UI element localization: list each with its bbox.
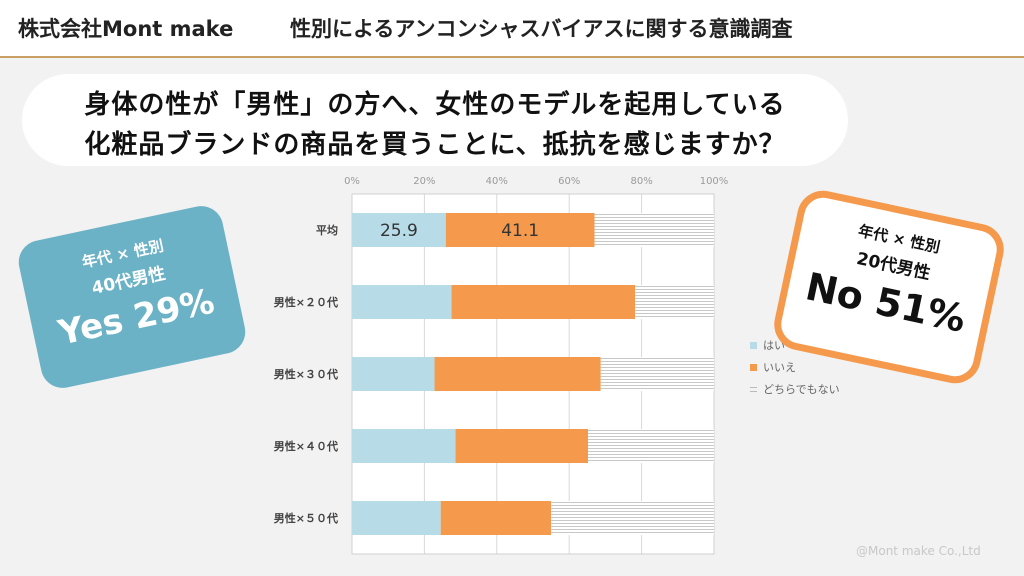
legend-item-yes: はい — [750, 334, 870, 356]
stacked-bar-chart: 0% 20% 40% 60% 80% 100% 平均 25.9 41.1 男性×２０代男性×３０代… — [274, 176, 729, 555]
header-bar: 株式会社Mont make 性別によるアンコンシャスバイアスに関する意識調査 — [0, 0, 1024, 58]
x-tick-label: 60% — [558, 176, 580, 187]
category-label: 男性×５０代 — [274, 511, 338, 525]
bar-no — [445, 213, 595, 247]
x-tick-label: 80% — [630, 176, 652, 187]
bar-no — [451, 285, 636, 319]
x-tick-label: 0% — [344, 176, 360, 187]
survey-title: 性別によるアンコンシャスバイアスに関する意識調査 — [290, 17, 793, 41]
chart-panel: 0% 20% 40% 60% 80% 100% 平均 25.9 41.1 男性×２０代 男性×３０代… — [238, 168, 838, 562]
legend-label-yes: はい — [763, 339, 785, 352]
data-label: 41.1 — [501, 221, 539, 241]
legend-item-no: いいえ — [750, 356, 870, 378]
legend-label-no: いいえ — [763, 361, 796, 374]
callout-yes: 年代 × 性別 40代男性 Yes 29% — [14, 202, 250, 392]
bar-yes — [352, 285, 452, 319]
legend-swatch-yes — [750, 341, 757, 349]
category-label: 男性×２０代 — [274, 295, 338, 309]
bar-yes — [352, 429, 456, 463]
legend-swatch-no — [750, 363, 757, 371]
bar-no — [440, 501, 552, 535]
x-tick-label: 100% — [700, 176, 729, 187]
bar-no — [455, 429, 589, 463]
bar-neither — [588, 429, 714, 463]
legend-item-neither: どちらでもない — [750, 378, 870, 400]
category-label: 平均 — [316, 223, 338, 237]
question-line-1: 身体の性が「男性」の方へ、女性のモデルを起用している — [84, 90, 786, 120]
bar-no — [434, 357, 601, 391]
bar-yes — [352, 213, 446, 247]
bar-neither — [635, 285, 714, 319]
legend-label-neither: どちらでもない — [763, 383, 840, 396]
bar-neither — [594, 213, 714, 247]
bar-neither — [551, 501, 714, 535]
x-tick-label: 40% — [486, 176, 508, 187]
chart-legend: はい いいえ どちらでもない — [750, 334, 870, 400]
bar-yes — [352, 357, 435, 391]
category-label: 男性×３０代 — [274, 367, 338, 381]
category-label: 男性×４０代 — [274, 439, 338, 453]
copyright: @Mont make Co.,Ltd — [856, 544, 981, 558]
x-tick-label: 20% — [413, 176, 435, 187]
question-box: 身体の性が「男性」の方へ、女性のモデルを起用している 化粧品ブランドの商品を買う… — [22, 74, 848, 166]
legend-swatch-neither — [750, 386, 757, 392]
bar-yes — [352, 501, 441, 535]
question-line-2: 化粧品ブランドの商品を買うことに、抵抗を感じますか？ — [84, 130, 786, 160]
data-label: 25.9 — [380, 221, 418, 241]
company-name: 株式会社Mont make — [18, 17, 234, 41]
bar-neither — [600, 357, 714, 391]
